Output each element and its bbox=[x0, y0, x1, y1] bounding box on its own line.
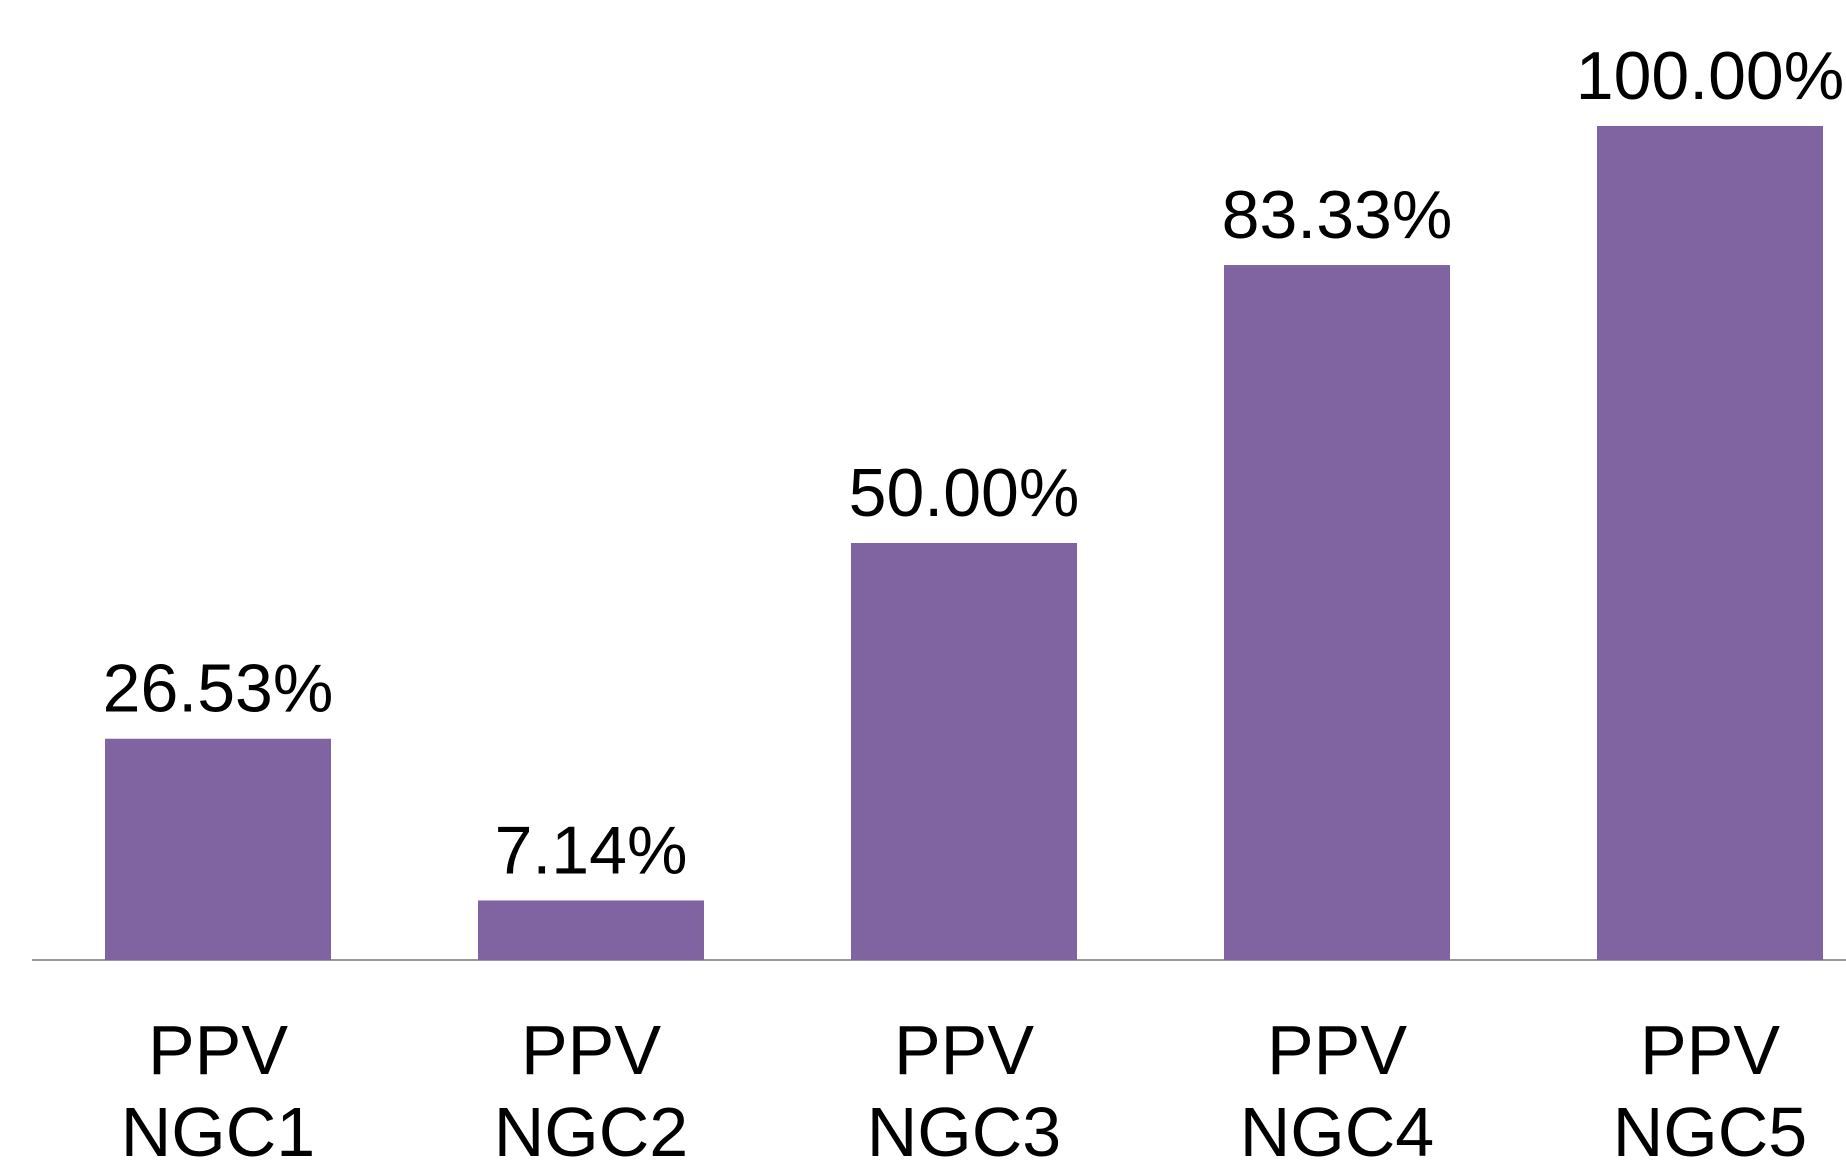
bar bbox=[851, 543, 1077, 960]
value-label: 26.53% bbox=[103, 651, 334, 727]
x-tick-label: PPV NGC4 bbox=[1240, 1011, 1434, 1167]
value-label: 7.14% bbox=[495, 812, 688, 888]
bar bbox=[478, 900, 704, 960]
value-label: 83.33% bbox=[1222, 177, 1453, 253]
x-tick-label: PPV NGC1 bbox=[121, 1011, 315, 1167]
bar bbox=[1224, 265, 1450, 960]
bar bbox=[105, 738, 331, 960]
bar bbox=[1597, 126, 1823, 960]
value-label: 100.00% bbox=[1576, 38, 1844, 114]
value-label: 50.00% bbox=[849, 455, 1080, 531]
x-tick-label: PPV NGC3 bbox=[867, 1011, 1061, 1167]
x-tick-label: PPV NGC5 bbox=[1613, 1011, 1807, 1167]
x-tick-label: PPV NGC2 bbox=[494, 1011, 688, 1167]
